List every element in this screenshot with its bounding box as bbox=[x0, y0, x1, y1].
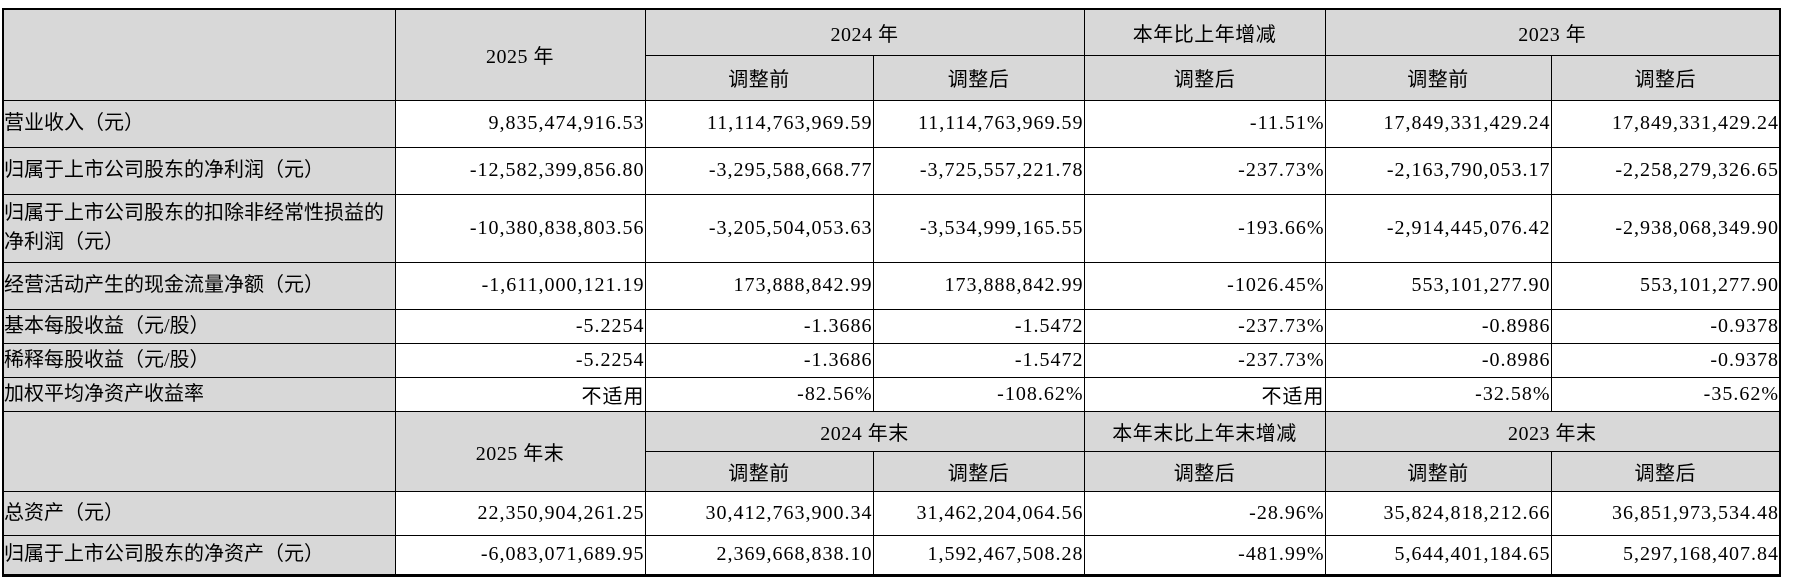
cell-value: -2,914,445,076.42 bbox=[1324, 193, 1552, 263]
subheader-2024-post: 调整后 bbox=[872, 54, 1085, 101]
subheader-2024-end-pre: 调整前 bbox=[644, 450, 874, 492]
header-2025: 2025 年 bbox=[394, 8, 646, 101]
cell-value: 5,644,401,184.65 bbox=[1324, 534, 1552, 576]
subheader-2023-end-post: 调整后 bbox=[1550, 450, 1781, 492]
row-label: 归属于上市公司股东的扣除非经常性损益的净利润（元） bbox=[2, 193, 396, 263]
table-row-net-profit-deducted: 归属于上市公司股东的扣除非经常性损益的净利润（元） -10,380,838,80… bbox=[2, 193, 1781, 263]
header-change-group: 本年比上年增减 bbox=[1083, 8, 1326, 56]
header-2024-end-group: 2024 年末 bbox=[644, 410, 1085, 452]
cell-value: 9,835,474,916.53 bbox=[394, 99, 646, 148]
cell-value: -481.99% bbox=[1083, 534, 1326, 576]
cell-value: -0.9378 bbox=[1550, 308, 1781, 344]
cell-value: 1,592,467,508.28 bbox=[872, 534, 1085, 576]
cell-value: 173,888,842.99 bbox=[644, 261, 874, 310]
row-label: 加权平均净资产收益率 bbox=[2, 376, 396, 412]
cell-value: 36,851,973,534.48 bbox=[1550, 490, 1781, 536]
header-2025-end: 2025 年末 bbox=[394, 410, 646, 492]
financial-summary-table: 2025 年 2024 年 本年比上年增减 2023 年 调整前 调整后 调整后… bbox=[2, 8, 1781, 577]
cell-value: -108.62% bbox=[872, 376, 1085, 412]
cell-value: -32.58% bbox=[1324, 376, 1552, 412]
cell-value: -6,083,071,689.95 bbox=[394, 534, 646, 576]
subheader-2024-end-post: 调整后 bbox=[872, 450, 1085, 492]
cell-value: -237.73% bbox=[1083, 308, 1326, 344]
cell-value: -1.5472 bbox=[872, 308, 1085, 344]
table-row-total-assets: 总资产（元） 22,350,904,261.25 30,412,763,900.… bbox=[2, 490, 1781, 536]
header-row-year-end: 2025 年末 2024 年末 本年末比上年末增减 2023 年末 bbox=[2, 410, 1781, 492]
row-label: 经营活动产生的现金流量净额（元） bbox=[2, 261, 396, 310]
table-row-cash-flow: 经营活动产生的现金流量净额（元） -1,611,000,121.19 173,8… bbox=[2, 261, 1781, 310]
corner-cell-period-end bbox=[2, 410, 396, 492]
header-2023-group: 2023 年 bbox=[1324, 8, 1781, 56]
cell-value: -0.8986 bbox=[1324, 308, 1552, 344]
subheader-2024-pre: 调整前 bbox=[644, 54, 874, 101]
corner-cell-annual bbox=[2, 8, 396, 101]
cell-value: -1.3686 bbox=[644, 308, 874, 344]
header-change-end-group: 本年末比上年末增减 bbox=[1083, 410, 1326, 452]
cell-value: -3,295,588,668.77 bbox=[644, 146, 874, 195]
header-row-adjust: 调整前 调整后 调整后 调整前 调整后 bbox=[3, 54, 1781, 101]
header-row-year: 2025 年 2024 年 本年比上年增减 2023 年 bbox=[2, 8, 1781, 101]
cell-value: -5.2254 bbox=[394, 342, 646, 378]
cell-value: -1026.45% bbox=[1083, 261, 1326, 310]
cell-value: 30,412,763,900.34 bbox=[644, 490, 874, 536]
cell-value: -1.5472 bbox=[872, 342, 1085, 378]
row-label: 归属于上市公司股东的净资产（元） bbox=[2, 534, 396, 576]
row-label: 稀释每股收益（元/股） bbox=[2, 342, 396, 378]
header-2023-end-group: 2023 年末 bbox=[1324, 410, 1781, 452]
cell-value: -5.2254 bbox=[394, 308, 646, 344]
cell-value: 11,114,763,969.59 bbox=[872, 99, 1085, 148]
cell-value: -35.62% bbox=[1550, 376, 1781, 412]
table-row-net-profit: 归属于上市公司股东的净利润（元） -12,582,399,856.80 -3,2… bbox=[2, 146, 1781, 195]
cell-value: 不适用 bbox=[394, 376, 646, 412]
cell-value: 5,297,168,407.84 bbox=[1550, 534, 1781, 576]
cell-value: -1,611,000,121.19 bbox=[394, 261, 646, 310]
table-row-revenue: 营业收入（元） 9,835,474,916.53 11,114,763,969.… bbox=[2, 99, 1781, 148]
cell-value: -3,205,504,053.63 bbox=[644, 193, 874, 263]
cell-value: -3,534,999,165.55 bbox=[872, 193, 1085, 263]
cell-value: 17,849,331,429.24 bbox=[1550, 99, 1781, 148]
cell-value: 35,824,818,212.66 bbox=[1324, 490, 1552, 536]
table-row-basic-eps: 基本每股收益（元/股） -5.2254 -1.3686 -1.5472 -237… bbox=[2, 308, 1781, 344]
cell-value: -237.73% bbox=[1083, 146, 1326, 195]
cell-value: -12,582,399,856.80 bbox=[394, 146, 646, 195]
cell-value: -10,380,838,803.56 bbox=[394, 193, 646, 263]
cell-value: -0.8986 bbox=[1324, 342, 1552, 378]
header-row-adjust-end: 调整前 调整后 调整后 调整前 调整后 bbox=[3, 450, 1781, 492]
cell-value: -193.66% bbox=[1083, 193, 1326, 263]
table-row-net-assets: 归属于上市公司股东的净资产（元） -6,083,071,689.95 2,369… bbox=[2, 534, 1781, 576]
cell-value: 11,114,763,969.59 bbox=[644, 99, 874, 148]
cell-value: 不适用 bbox=[1083, 376, 1326, 412]
cell-value: -3,725,557,221.78 bbox=[872, 146, 1085, 195]
cell-value: -237.73% bbox=[1083, 342, 1326, 378]
subheader-change-post: 调整后 bbox=[1083, 54, 1326, 101]
cell-value: -1.3686 bbox=[644, 342, 874, 378]
cell-value: -2,258,279,326.65 bbox=[1550, 146, 1781, 195]
subheader-2023-pre: 调整前 bbox=[1324, 54, 1552, 101]
cell-value: -0.9378 bbox=[1550, 342, 1781, 378]
cell-value: -2,163,790,053.17 bbox=[1324, 146, 1552, 195]
subheader-2023-end-pre: 调整前 bbox=[1324, 450, 1552, 492]
row-label: 归属于上市公司股东的净利润（元） bbox=[2, 146, 396, 195]
cell-value: 173,888,842.99 bbox=[872, 261, 1085, 310]
cell-value: -11.51% bbox=[1083, 99, 1326, 148]
cell-value: 553,101,277.90 bbox=[1324, 261, 1552, 310]
cell-value: 31,462,204,064.56 bbox=[872, 490, 1085, 536]
cell-value: 17,849,331,429.24 bbox=[1324, 99, 1552, 148]
cell-value: -28.96% bbox=[1083, 490, 1326, 536]
subheader-2023-post: 调整后 bbox=[1550, 54, 1781, 101]
cell-value: -82.56% bbox=[644, 376, 874, 412]
cell-value: 22,350,904,261.25 bbox=[394, 490, 646, 536]
row-label: 营业收入（元） bbox=[2, 99, 396, 148]
row-label: 总资产（元） bbox=[2, 490, 396, 536]
cell-value: -2,938,068,349.90 bbox=[1550, 193, 1781, 263]
subheader-change-end-post: 调整后 bbox=[1083, 450, 1326, 492]
table-row-weighted-roe: 加权平均净资产收益率 不适用 -82.56% -108.62% 不适用 -32.… bbox=[2, 376, 1781, 412]
row-label: 基本每股收益（元/股） bbox=[2, 308, 396, 344]
cell-value: 2,369,668,838.10 bbox=[644, 534, 874, 576]
cell-value: 553,101,277.90 bbox=[1550, 261, 1781, 310]
header-2024-group: 2024 年 bbox=[644, 8, 1085, 56]
table-row-diluted-eps: 稀释每股收益（元/股） -5.2254 -1.3686 -1.5472 -237… bbox=[2, 342, 1781, 378]
